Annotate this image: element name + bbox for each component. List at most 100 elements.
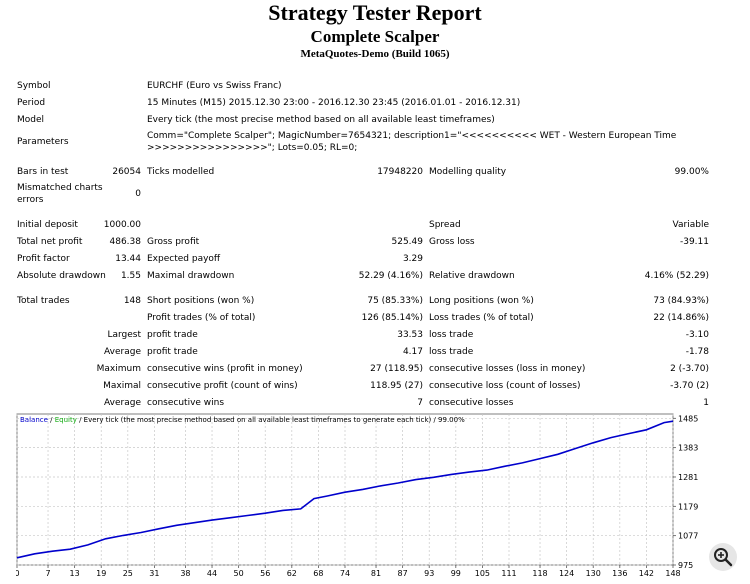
total-trades-label: Total trades (17, 296, 70, 306)
y-tick-label: 1485 (678, 414, 698, 423)
gross-profit-value: 525.49 (391, 237, 424, 247)
x-tick-label: 124 (559, 569, 574, 577)
maximal-drawdown-value: 52.29 (4.16%) (358, 271, 423, 281)
max-consecutive-wins-label: consecutive wins (profit in money) (147, 364, 303, 374)
parameters-line-1: Comm="Complete Scalper"; MagicNumber=765… (147, 131, 677, 141)
x-tick-label: 99 (451, 569, 461, 577)
expected-payoff-value: 3.29 (402, 254, 423, 264)
x-tick-label: 111 (501, 569, 516, 577)
series-line-balance (16, 420, 674, 559)
legend-separator: / (47, 416, 55, 424)
short-positions-label: Short positions (won %) (147, 296, 255, 306)
x-tick-label: 31 (149, 569, 159, 577)
largest-label: Largest (107, 330, 141, 340)
x-tick-label: 148 (665, 569, 680, 577)
balance-chart-svg: 0 7 13 19 25 31 38 44 50 56 62 68 74 81 87 93 99 105 111 11… (16, 413, 698, 577)
largest-profit-label: profit trade (147, 330, 198, 340)
max-consecutive-wins-value: 27 (118.95) (370, 364, 423, 374)
profit-factor-label: Profit factor (17, 254, 70, 264)
avg-consecutive-losses-label: consecutive losses (429, 398, 514, 408)
avg-consecutive-losses-value: 1 (703, 398, 709, 408)
expected-payoff-label: Expected payoff (147, 254, 221, 264)
max-consecutive-loss-value: -3.70 (2) (670, 381, 709, 391)
x-tick-label: 62 (287, 569, 297, 577)
net-profit-value: 486.38 (109, 237, 142, 247)
total-trades-value: 148 (123, 296, 141, 306)
gross-loss-value: -39.11 (679, 237, 709, 247)
period-value: 15 Minutes (M15) 2015.12.30 23:00 - 2016… (147, 98, 521, 108)
spread-label: Spread (429, 220, 461, 230)
maximal-label: Maximal (103, 381, 141, 391)
profit-factor-value: 13.44 (115, 254, 141, 264)
largest-loss-label: loss trade (429, 330, 474, 340)
chart-legend: Balance / Equity / Every tick (the most … (20, 416, 465, 424)
x-tick-label: 0 (16, 569, 20, 577)
spread-value: Variable (672, 220, 709, 230)
x-tick-label: 81 (371, 569, 381, 577)
x-tick-label: 19 (96, 569, 106, 577)
legend-equity: Equity (54, 416, 77, 424)
relative-drawdown-value: 4.16% (52.29) (644, 271, 709, 281)
x-tick-label: 87 (398, 569, 408, 577)
bars-label: Bars in test (17, 167, 69, 177)
zoom-button[interactable] (709, 543, 737, 571)
model-label: Model (17, 115, 45, 125)
relative-drawdown-label: Relative drawdown (429, 271, 515, 281)
long-positions-value: 73 (84.93%) (653, 296, 709, 306)
mismatch-value: 0 (135, 189, 141, 199)
gross-loss-label: Gross loss (429, 237, 475, 247)
average-loss-label: loss trade (429, 347, 474, 357)
y-tick-label: 1383 (678, 444, 698, 453)
y-tick-label: 1077 (678, 532, 698, 541)
largest-profit-value: 33.53 (397, 330, 423, 340)
initial-deposit-label: Initial deposit (17, 220, 78, 230)
symbol-value: EURCHF (Euro vs Swiss Franc) (147, 81, 282, 91)
x-tick-label: 130 (586, 569, 601, 577)
max-consecutive-losses-label: consecutive losses (loss in money) (429, 364, 586, 374)
bars-value: 26054 (112, 167, 141, 177)
period-label: Period (17, 98, 46, 108)
model-value: Every tick (the most precise method base… (147, 115, 495, 125)
modelling-quality-label: Modelling quality (429, 167, 507, 177)
x-tick-label: 142 (639, 569, 654, 577)
symbol-label: Symbol (17, 81, 51, 91)
profit-trades-value: 126 (85.14%) (361, 313, 423, 323)
average-label: Average (104, 347, 141, 357)
initial-deposit-value: 1000.00 (103, 220, 141, 230)
avg-consecutive-wins-value: 7 (417, 398, 423, 408)
report-title: Strategy Tester Report (268, 0, 482, 25)
avg-label: Average (104, 398, 141, 408)
balance-chart: 0 7 13 19 25 31 38 44 50 56 62 68 74 81 87 93 99 105 111 11… (16, 413, 734, 577)
expert-name: Complete Scalper (310, 27, 440, 46)
y-tick-label: 975 (678, 561, 693, 570)
x-tick-label: 38 (180, 569, 190, 577)
x-tick-label: 74 (340, 569, 350, 577)
long-positions-label: Long positions (won %) (429, 296, 534, 306)
x-tick-label: 7 (45, 569, 50, 577)
max-consecutive-profit-label: consecutive profit (count of wins) (147, 381, 298, 391)
x-tick-label: 44 (207, 569, 217, 577)
x-tick-label: 93 (424, 569, 434, 577)
parameters-line-2: >>>>>>>>>>>>>>>>"; Lots=0.05; RL=0; (147, 143, 358, 153)
avg-consecutive-wins-label: consecutive wins (147, 398, 225, 408)
largest-loss-value: -3.10 (685, 330, 709, 340)
legend-balance: Balance (20, 416, 48, 424)
legend-description: / Every tick (the most precise method ba… (76, 416, 465, 424)
absolute-drawdown-value: 1.55 (120, 271, 141, 281)
gross-profit-label: Gross profit (147, 237, 200, 247)
x-tick-label: 68 (313, 569, 323, 577)
ticks-value: 17948220 (377, 167, 423, 177)
loss-trades-value: 22 (14.86%) (653, 313, 709, 323)
x-tick-label: 105 (475, 569, 490, 577)
x-tick-label: 50 (234, 569, 244, 577)
server-info: MetaQuotes-Demo (Build 1065) (300, 48, 450, 60)
max-consecutive-losses-value: 2 (-3.70) (670, 364, 709, 374)
y-tick-label: 1179 (678, 502, 698, 511)
average-profit-label: profit trade (147, 347, 198, 357)
net-profit-label: Total net profit (17, 237, 83, 247)
loss-trades-label: Loss trades (% of total) (429, 313, 534, 323)
profit-trades-label: Profit trades (% of total) (147, 313, 256, 323)
x-tick-label: 25 (123, 569, 133, 577)
modelling-quality-value: 99.00% (674, 167, 709, 177)
x-tick-label: 136 (612, 569, 627, 577)
